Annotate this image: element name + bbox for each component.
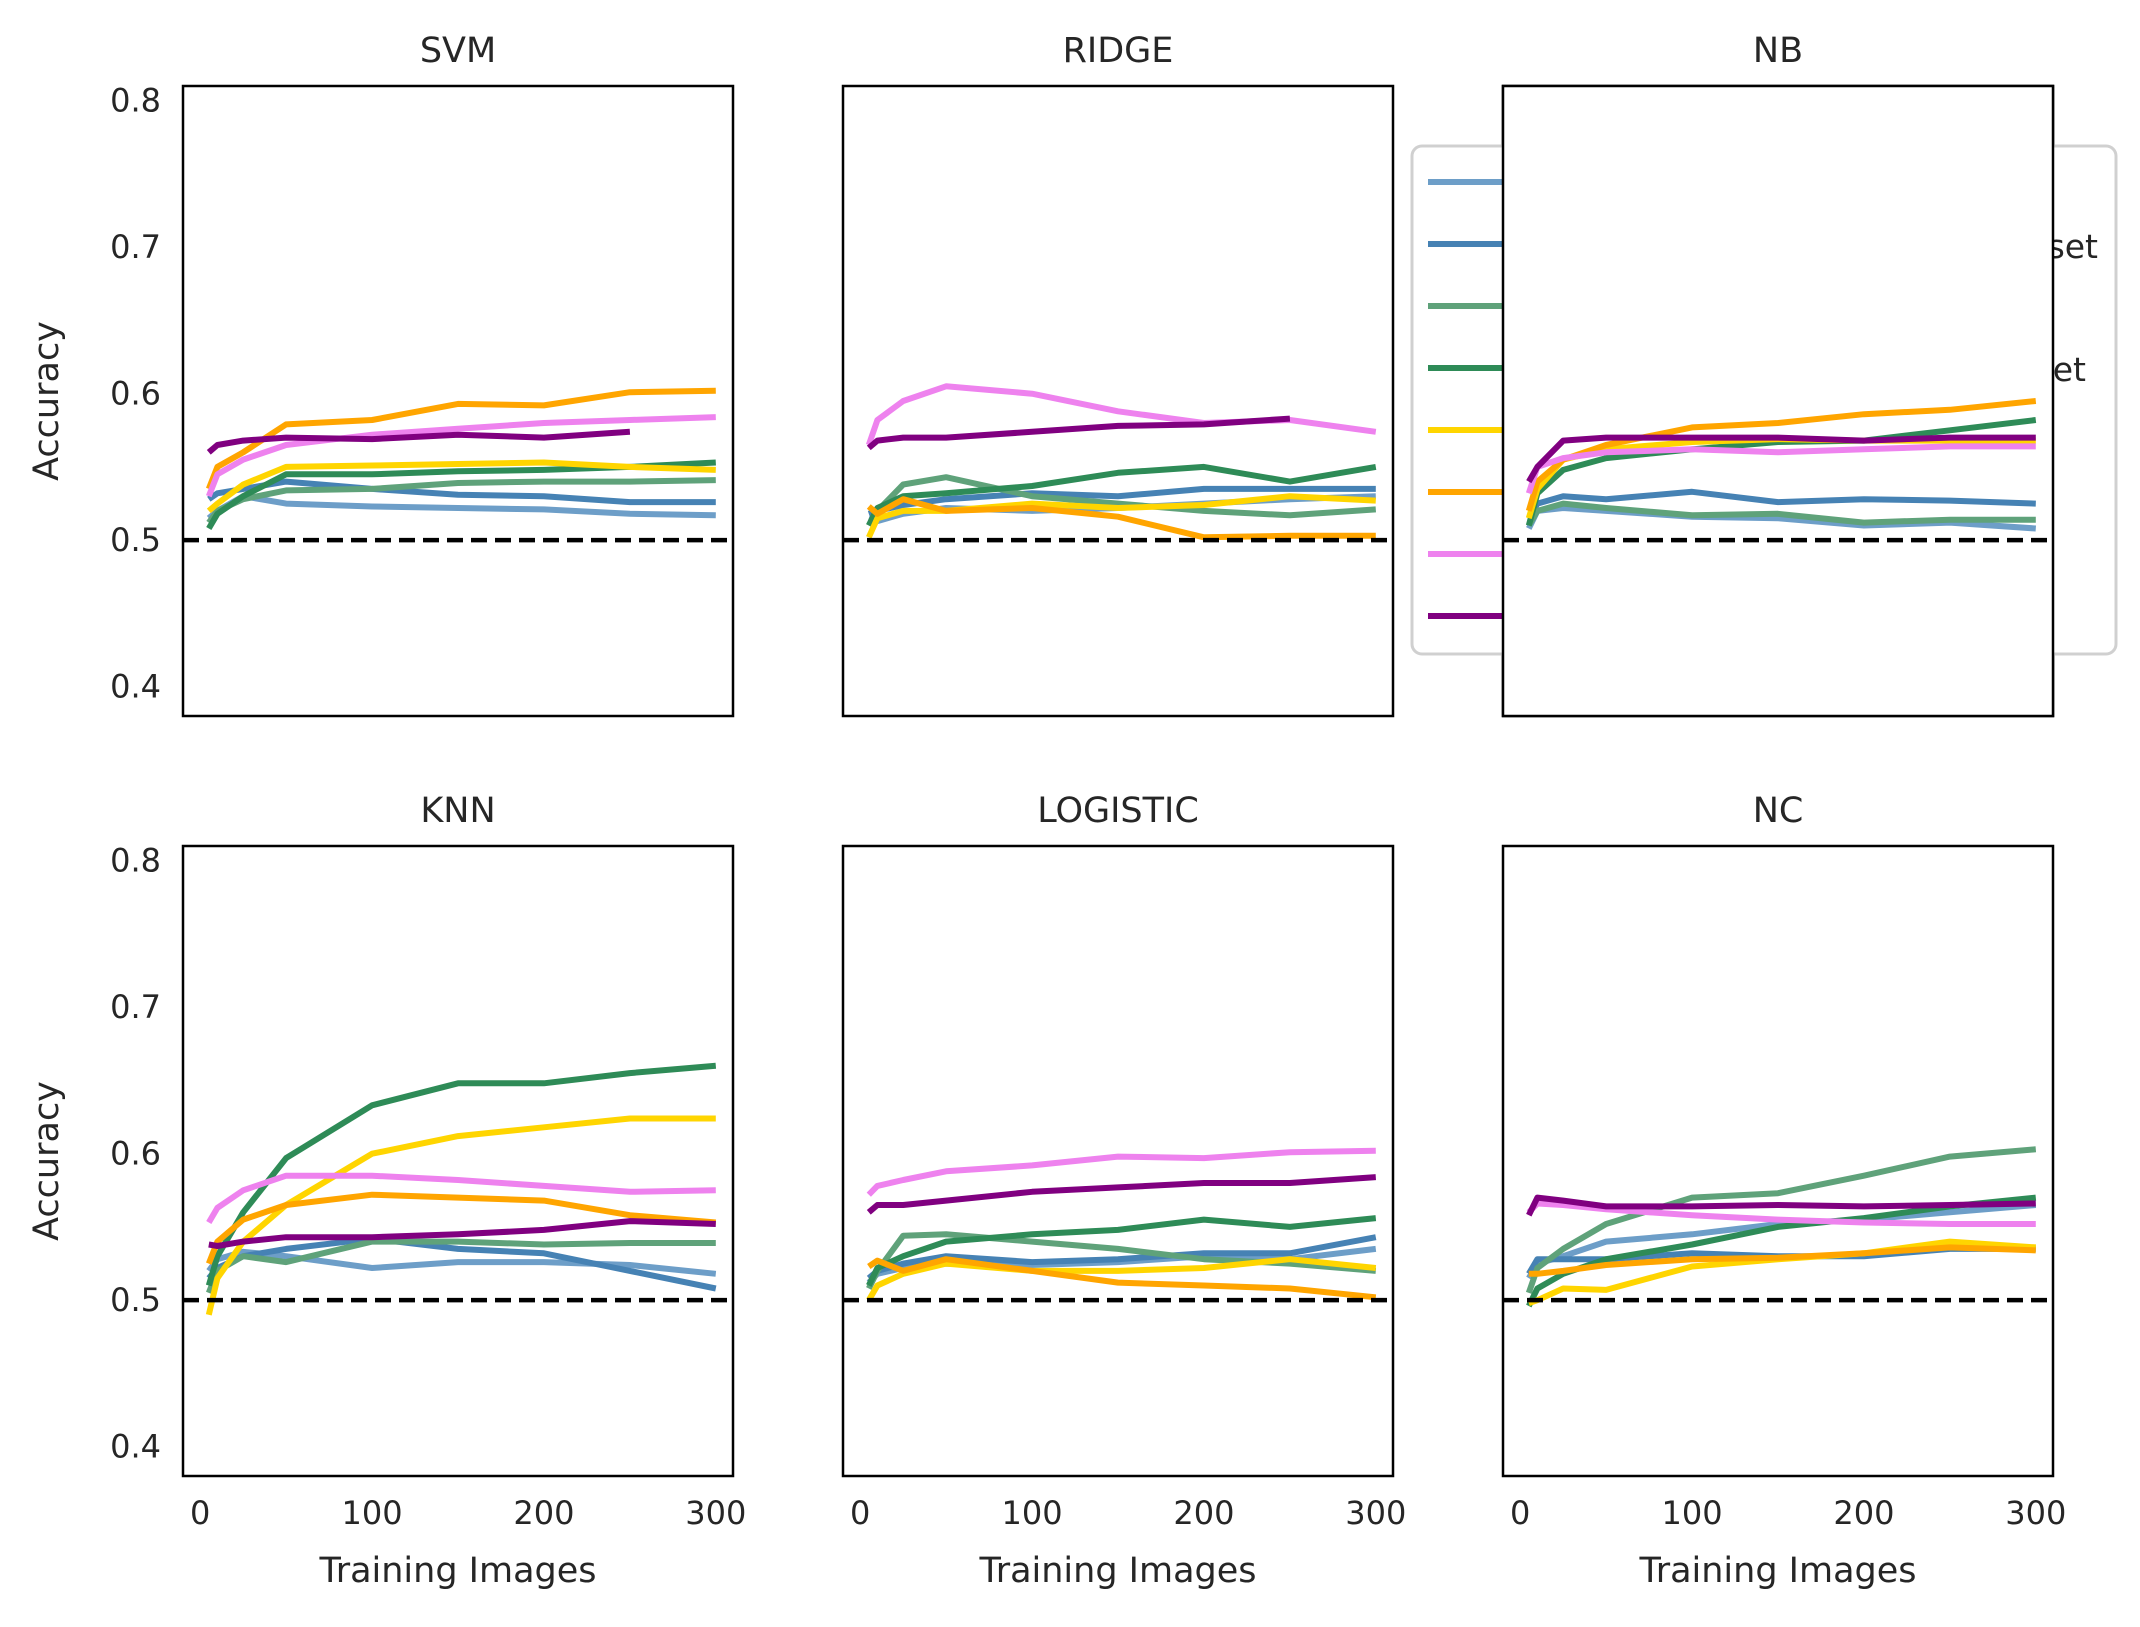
x-tick-label: 200 bbox=[1833, 1494, 1894, 1532]
x-tick-label: 0 bbox=[190, 1494, 210, 1532]
x-tick-label: 300 bbox=[2005, 1494, 2066, 1532]
y-tick-label: 0.4 bbox=[110, 668, 161, 706]
x-tick-label: 100 bbox=[342, 1494, 403, 1532]
x-tick-label: 300 bbox=[1345, 1494, 1406, 1532]
y-tick-label: 0.4 bbox=[110, 1428, 161, 1466]
x-axis-label: Training Images bbox=[978, 1551, 1256, 1591]
y-tick-label: 0.5 bbox=[110, 521, 161, 559]
y-tick-label: 0.7 bbox=[110, 228, 161, 266]
series-line-6 bbox=[206, 387, 716, 490]
series-line-6 bbox=[1528, 1244, 2036, 1277]
legend-label: et bbox=[2053, 350, 2086, 389]
y-tick-label: 0.8 bbox=[110, 82, 161, 120]
series-line-8 bbox=[208, 1218, 716, 1249]
panel-title: NC bbox=[1753, 791, 1804, 831]
panel-background bbox=[1503, 86, 2053, 716]
series-line-5 bbox=[866, 493, 1376, 539]
series-line-7 bbox=[1526, 1200, 2036, 1227]
panel-title: NB bbox=[1753, 31, 1803, 71]
series-line-6 bbox=[1525, 398, 2037, 512]
series-line-7 bbox=[866, 1147, 1376, 1197]
y-axis-label: Accuracy bbox=[27, 1081, 67, 1241]
panel-nb-overlay bbox=[1501, 84, 2055, 718]
series-line-4 bbox=[1526, 1194, 2037, 1308]
axes-frame bbox=[841, 844, 1395, 1478]
series-line-7 bbox=[206, 1172, 716, 1225]
axes-frame bbox=[1501, 844, 2055, 1478]
panel-ridge: RIDGE bbox=[841, 31, 1395, 718]
panel-knn: KNN 0.4 0.5 0.6 0.7 0.8 0 100 200 300 Training Ima… bbox=[27, 791, 746, 1591]
series-line-6 bbox=[206, 1191, 717, 1265]
series-line-5 bbox=[206, 459, 716, 514]
x-tick-label: 200 bbox=[513, 1494, 574, 1532]
panel-svm: SVM 0.4 0.5 0.6 0.7 0.8 Accuracy bbox=[27, 31, 735, 718]
y-tick-label: 0.7 bbox=[110, 988, 161, 1026]
x-tick-label: 200 bbox=[1173, 1494, 1234, 1532]
series-line-8 bbox=[206, 428, 631, 455]
series-line-5 bbox=[1527, 1238, 2037, 1306]
series-line-6 bbox=[866, 496, 1376, 541]
panel-title: LOGISTIC bbox=[1037, 791, 1199, 831]
y-tick-label: 0.6 bbox=[110, 1135, 161, 1173]
series-line-7 bbox=[206, 414, 716, 498]
axes-frame bbox=[841, 84, 1395, 718]
legend-label: set bbox=[2048, 227, 2098, 266]
x-tick-label: 100 bbox=[1002, 1494, 1063, 1532]
axes-frame bbox=[181, 84, 735, 718]
x-axis-label: Training Images bbox=[1638, 1551, 1916, 1591]
series-line-4 bbox=[866, 463, 1377, 527]
panel-nc: NC 0 100 200 300 Training Images bbox=[1501, 791, 2066, 1591]
series-line-2 bbox=[1526, 488, 2036, 520]
series-line-8 bbox=[866, 1174, 1377, 1215]
x-tick-label: 0 bbox=[1510, 1494, 1530, 1532]
x-tick-label: 0 bbox=[850, 1494, 870, 1532]
panel-title: RIDGE bbox=[1063, 31, 1174, 71]
panel-title: SVM bbox=[420, 31, 496, 71]
series-line-7 bbox=[1525, 443, 2036, 495]
y-tick-label: 0.5 bbox=[110, 1281, 161, 1319]
y-tick-label: 0.6 bbox=[110, 375, 161, 413]
x-tick-label: 100 bbox=[1662, 1494, 1723, 1532]
x-axis-label: Training Images bbox=[318, 1551, 596, 1591]
series-line-8 bbox=[866, 415, 1291, 451]
x-tick-label: 300 bbox=[685, 1494, 746, 1532]
series-line-5 bbox=[205, 1115, 716, 1316]
y-axis-label: Accuracy bbox=[27, 321, 67, 481]
series-line-2 bbox=[866, 1234, 1377, 1281]
panel-title: KNN bbox=[420, 791, 495, 831]
series-line-6 bbox=[867, 1256, 1377, 1301]
series-line-3 bbox=[1526, 500, 2036, 528]
axes-frame bbox=[1501, 84, 2055, 718]
axes-frame bbox=[181, 844, 735, 1478]
series-line-8 bbox=[1526, 434, 2036, 484]
series-line-3 bbox=[1525, 1146, 2037, 1294]
series-line-8 bbox=[1526, 1194, 2036, 1217]
y-tick-label: 0.8 bbox=[110, 842, 161, 880]
panel-logistic: LOGISTIC 0 100 200 300 Training Images bbox=[841, 791, 1406, 1591]
